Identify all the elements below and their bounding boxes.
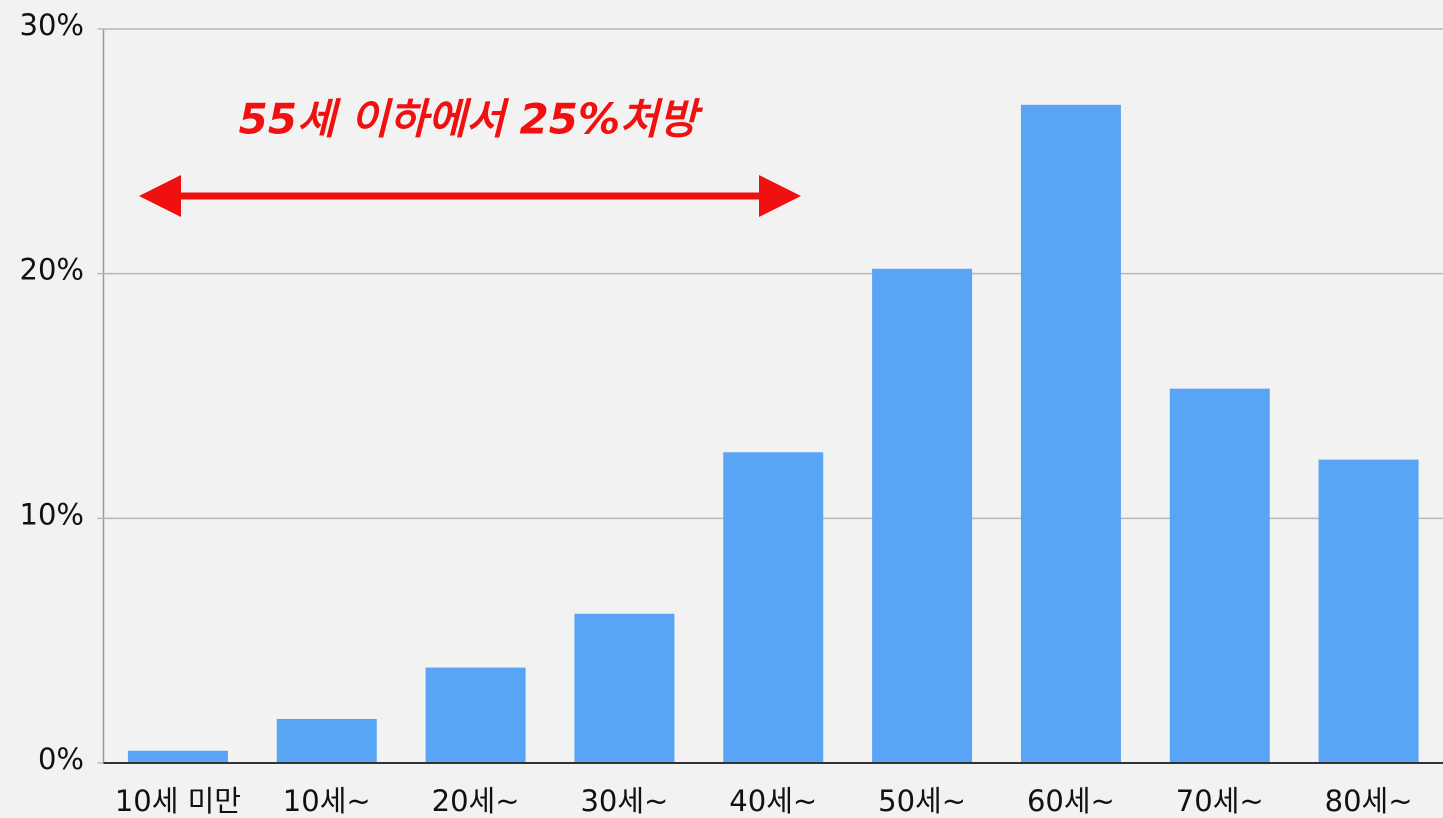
- x-tick-label: 40세~: [729, 784, 817, 818]
- x-tick-label: 50세~: [878, 784, 966, 818]
- x-tick-label: 20세~: [432, 784, 520, 818]
- y-tick-label: 20%: [20, 253, 84, 287]
- bar: [574, 613, 675, 763]
- bar: [1169, 388, 1270, 763]
- x-tick-label: 10세~: [283, 784, 371, 818]
- bar: [872, 268, 973, 763]
- y-tick-label: 30%: [20, 8, 84, 42]
- x-tick-label: 70세~: [1176, 784, 1264, 818]
- y-tick-label: 0%: [38, 742, 84, 776]
- bar: [425, 667, 526, 763]
- annotation: 55세 이하에서 25%처방: [239, 95, 704, 144]
- x-tick-label: 60세~: [1027, 784, 1115, 818]
- bar: [127, 750, 228, 763]
- bar: [276, 718, 377, 763]
- bar: [723, 452, 824, 763]
- bar: [1020, 104, 1121, 763]
- y-tick-label: 10%: [20, 497, 84, 531]
- x-tick-label: 10세 미만: [115, 784, 241, 818]
- x-tick-label: 30세~: [580, 784, 668, 818]
- bar: [1318, 459, 1419, 763]
- x-tick-label: 80세~: [1325, 784, 1413, 818]
